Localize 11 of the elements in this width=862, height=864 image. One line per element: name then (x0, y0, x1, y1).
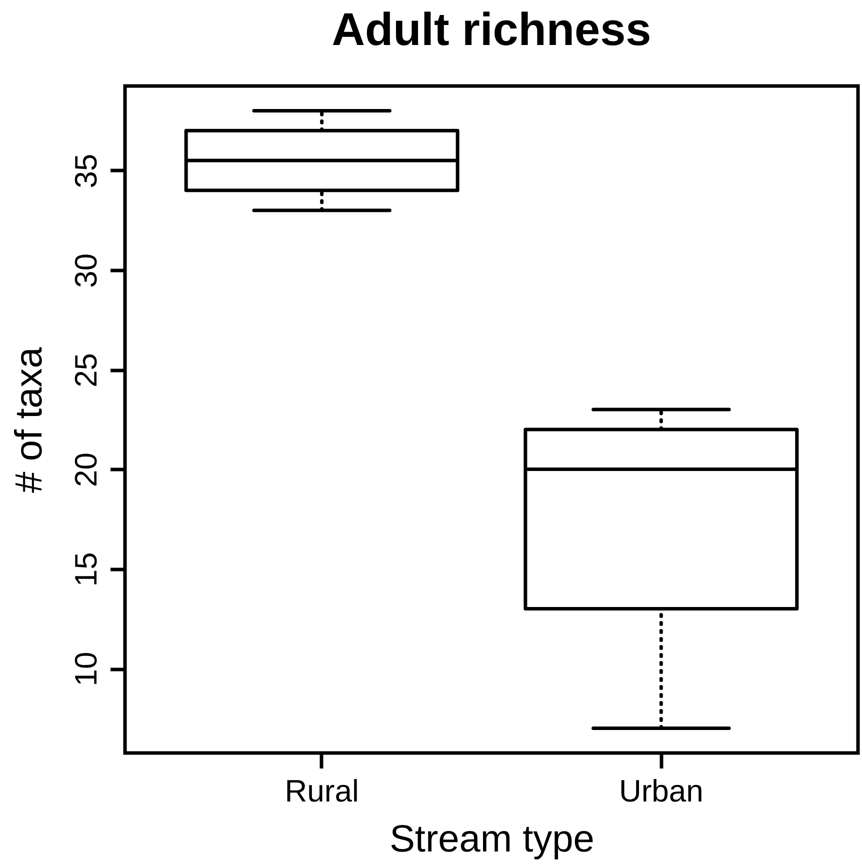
x-tick-label: Urban (618, 774, 704, 808)
y-axis-title: # of taxa (8, 346, 50, 493)
x-tick-label: Rural (284, 774, 359, 808)
y-tick-label: 10 (68, 652, 104, 686)
x-axis-title: Stream type (390, 818, 594, 860)
y-tick-label: 25 (68, 352, 104, 388)
y-tick-label: 15 (68, 552, 104, 587)
y-tick-label: 20 (68, 452, 104, 488)
y-tick-label: 35 (68, 154, 104, 188)
y-tick-label: 30 (68, 253, 104, 288)
chart-title: Adult richness (332, 3, 652, 55)
